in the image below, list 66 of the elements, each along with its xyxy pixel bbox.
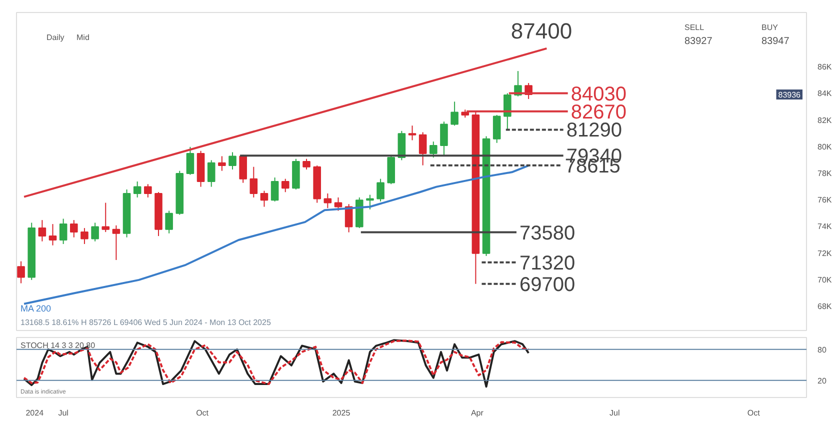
candlestick bbox=[334, 196, 342, 212]
text: STOCH 14 3 3 20 80 bbox=[20, 341, 96, 350]
y-tick-label: 80 bbox=[818, 345, 827, 354]
candlestick bbox=[450, 101, 458, 126]
annotation: 83936 bbox=[778, 90, 802, 100]
y-tick-label: 86K bbox=[818, 62, 832, 72]
candlestick bbox=[186, 146, 194, 176]
x-tick-label: Apr bbox=[470, 408, 484, 418]
annotation: 73580 bbox=[520, 222, 576, 244]
candlestick bbox=[91, 222, 99, 242]
candlestick bbox=[59, 218, 68, 245]
candlestick bbox=[302, 158, 310, 170]
annotation: 71320 bbox=[520, 252, 576, 274]
y-tick-label: 70K bbox=[818, 275, 832, 284]
x-tick-label: Oct bbox=[196, 408, 210, 418]
annotation: 13168.5 18.61% H 85726 L 69406 Wed 5 Jun 2024 - Mon 13 Oct 2025 bbox=[20, 318, 272, 327]
y-tick-label: 74K bbox=[818, 222, 832, 232]
candlestick bbox=[260, 190, 268, 208]
candlestick bbox=[112, 224, 120, 260]
candlestick bbox=[376, 178, 384, 202]
y-tick-label: 80K bbox=[818, 142, 832, 152]
x-tick-label: 2024 bbox=[26, 408, 44, 418]
candlestick bbox=[418, 132, 427, 166]
candlestick bbox=[250, 166, 258, 198]
candlestick bbox=[70, 220, 78, 238]
annotation: Mid bbox=[76, 33, 90, 42]
candlestick bbox=[218, 156, 226, 172]
y-tick-label: 76K bbox=[818, 196, 832, 205]
y-tick-label: 84K bbox=[818, 89, 832, 98]
x-tick-label: 2025 bbox=[332, 408, 351, 418]
candlestick bbox=[228, 152, 236, 170]
candlestick bbox=[440, 121, 448, 157]
candlestick bbox=[48, 224, 57, 246]
candlestick bbox=[239, 154, 247, 184]
candlestick bbox=[144, 184, 152, 198]
candlestick bbox=[165, 210, 173, 234]
candlestick bbox=[281, 178, 290, 193]
candlestick bbox=[504, 92, 512, 130]
candlestick bbox=[102, 202, 110, 233]
candlestick bbox=[17, 260, 25, 284]
candlestick bbox=[270, 176, 279, 202]
annotation: 69700 bbox=[520, 274, 576, 296]
annotation: 83927 bbox=[684, 36, 713, 47]
candlestick bbox=[133, 180, 142, 198]
y-tick-label: 82K bbox=[818, 116, 832, 125]
annotation: 83947 bbox=[762, 36, 790, 47]
candlestick bbox=[80, 228, 88, 245]
y-tick-label: 68K bbox=[818, 302, 832, 312]
x-tick-label: Oct bbox=[747, 408, 761, 418]
y-tick-label: 78K bbox=[818, 168, 832, 178]
candlestick bbox=[207, 160, 216, 188]
candlestick bbox=[492, 114, 501, 144]
annotation: SELL bbox=[684, 23, 705, 32]
annotation: 87400 bbox=[510, 18, 572, 44]
candlestick bbox=[324, 192, 332, 209]
x-tick-label: Jul bbox=[610, 408, 620, 418]
y-tick-label: 72K bbox=[818, 248, 832, 258]
candlestick bbox=[408, 125, 416, 141]
candlestick bbox=[366, 194, 374, 210]
y-tick-label: 20 bbox=[818, 376, 827, 386]
candlestick bbox=[38, 220, 46, 242]
candlestick bbox=[430, 141, 438, 158]
x-tick-label: Jul bbox=[58, 408, 69, 418]
annotation: Daily bbox=[46, 33, 64, 42]
series-label: MA 200 bbox=[20, 304, 52, 314]
annotation: BUY bbox=[762, 23, 779, 32]
